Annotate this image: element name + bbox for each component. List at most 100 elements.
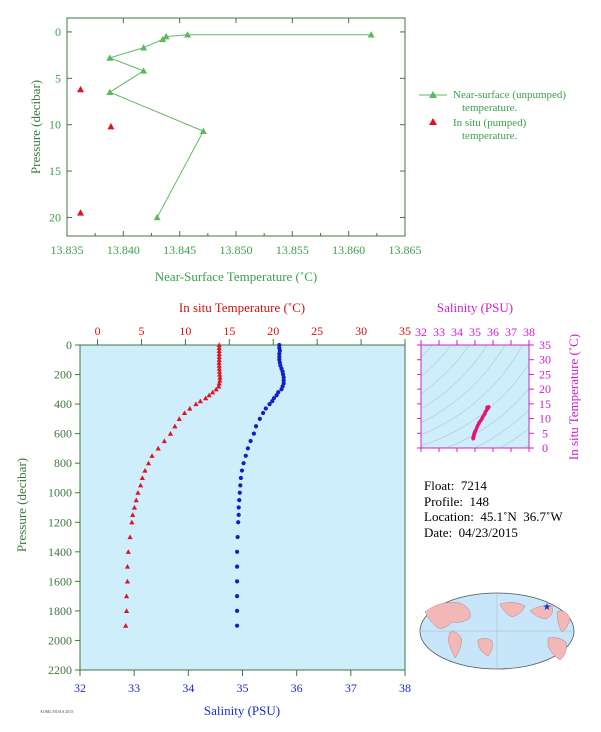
pressure-tick-label: 800 <box>54 456 72 470</box>
near-surface-series <box>77 31 375 221</box>
temperature-point <box>216 348 222 353</box>
salinity-point <box>281 378 286 383</box>
salinity-point <box>277 342 282 348</box>
temperature-point <box>142 467 148 473</box>
salinity-point <box>270 399 275 404</box>
pressure-tick-label: 2000 <box>48 633 72 647</box>
x-tick-label: 13.845 <box>163 243 196 257</box>
temperature-point <box>176 416 182 421</box>
x-tick-label: 13.855 <box>276 243 309 257</box>
temperature-point <box>217 371 223 377</box>
unpumped-temperature-point <box>162 33 170 40</box>
temperature-point <box>172 423 178 429</box>
temperature-point <box>131 504 138 510</box>
profile-ticks: 0 5 10 15 20 25 30 35 32 33 34 35 36 37 38 0 200 400 600 80… <box>48 324 411 695</box>
salinity-point <box>257 416 262 421</box>
unpumped-temperature-point <box>184 31 192 38</box>
pressure-tick-label: 1000 <box>48 486 72 500</box>
salinity-tick-label: 34 <box>182 681 194 695</box>
y-tick-label: 5 <box>55 71 61 85</box>
map-land <box>424 602 571 661</box>
salinity-point <box>237 498 242 503</box>
x-tick-label: 13.840 <box>107 243 140 257</box>
temperature-point <box>123 593 130 599</box>
temperature-point <box>203 395 209 401</box>
temperature-point <box>216 363 222 368</box>
ts-y-tick-label: 5 <box>542 426 548 440</box>
temperature-point <box>149 453 155 458</box>
salinity-point <box>251 431 256 436</box>
legend-label-unpumped-1: Near-surface (unpumped) <box>453 89 566 101</box>
temperature-point <box>129 519 135 525</box>
x-tick-label: 13.835 <box>51 243 84 257</box>
temperature-point <box>124 578 131 584</box>
legend-marker-unpumped <box>429 91 437 98</box>
pumped-temperature-point <box>77 209 85 216</box>
pressure-tick-label: 200 <box>54 368 72 382</box>
temperature-point <box>181 410 188 416</box>
ts-x-tick-label: 35 <box>469 325 481 339</box>
salinity-point <box>277 354 282 359</box>
legend-label-unpumped-2: temperature. <box>462 102 518 114</box>
float-location: Location: 45.1˚N 36.7˚W <box>424 509 563 524</box>
salinity-point <box>238 475 243 481</box>
salinity-point <box>234 564 240 569</box>
temperature-point <box>123 623 129 628</box>
salinity-point <box>234 608 240 614</box>
pressure-tick-label: 1600 <box>48 574 72 588</box>
temperature-point <box>216 357 222 362</box>
temperature-tick-label: 25 <box>311 324 323 338</box>
y-tick-label: 15 <box>49 164 61 178</box>
temperature-point <box>155 445 161 451</box>
salinity-tick-label: 32 <box>74 681 86 695</box>
salinity-tick-label: 38 <box>399 681 411 695</box>
temperature-point <box>139 475 145 481</box>
temperature-point <box>145 460 152 466</box>
near-surface-y-axis-label: Pressure (decibar) <box>28 80 43 174</box>
ts-y-tick-label: 15 <box>539 397 551 411</box>
temperature-point <box>135 490 141 495</box>
temperature-point <box>127 534 133 540</box>
unpumped-temperature-point <box>367 31 375 38</box>
near-surface-legend: Near-surface (unpumped) temperature. In … <box>419 89 566 142</box>
profile-chart: 0 5 10 15 20 25 30 35 32 33 34 35 36 37 38 0 200 400 600 80… <box>14 300 411 718</box>
temperature-point <box>216 342 222 348</box>
temperature-tick-label: 10 <box>179 324 191 338</box>
ts-x-tick-label: 34 <box>451 325 463 339</box>
ts-y-tick-label: 30 <box>539 353 551 367</box>
salinity-point <box>234 549 240 554</box>
salinity-point <box>238 483 243 488</box>
ts-y-tick-label: 10 <box>539 412 551 426</box>
pressure-tick-label: 2200 <box>48 663 72 677</box>
temperature-point <box>133 497 139 503</box>
salinity-tick-label: 36 <box>291 681 303 695</box>
pressure-tick-label: 1800 <box>48 604 72 618</box>
legend-label-pumped-2: temperature. <box>462 130 518 142</box>
ts-x-tick-label: 37 <box>505 325 517 339</box>
temperature-point <box>216 368 223 374</box>
unpumped-temperature-point <box>106 54 114 61</box>
float-id: Float: 7214 <box>424 478 487 493</box>
legend-marker-pumped <box>429 118 437 125</box>
float-location-star-icon: ★ <box>543 602 552 613</box>
temperature-point <box>216 351 222 356</box>
salinity-point <box>239 468 245 473</box>
temperature-point <box>125 549 131 554</box>
temperature-point <box>217 374 223 380</box>
temperature-point <box>216 380 222 386</box>
profile-salinity-axis-label: Salinity (PSU) <box>204 703 280 718</box>
salinity-point <box>245 446 251 451</box>
ts-x-tick-label: 33 <box>433 325 445 339</box>
near-surface-chart: 13.835 13.840 13.845 13.850 13.855 13.860 13.8… <box>28 17 566 284</box>
ts-x-tick-label: 38 <box>523 325 535 339</box>
temperature-tick-label: 0 <box>95 324 101 338</box>
y-tick-label: 10 <box>49 118 61 132</box>
temperature-point <box>216 354 222 359</box>
temperature-tick-label: 30 <box>355 324 367 338</box>
temperature-tick-label: 20 <box>267 324 279 338</box>
profile-plot-frame <box>79 344 406 671</box>
ts-y-tick-label: 20 <box>539 382 551 396</box>
salinity-point <box>253 424 259 429</box>
